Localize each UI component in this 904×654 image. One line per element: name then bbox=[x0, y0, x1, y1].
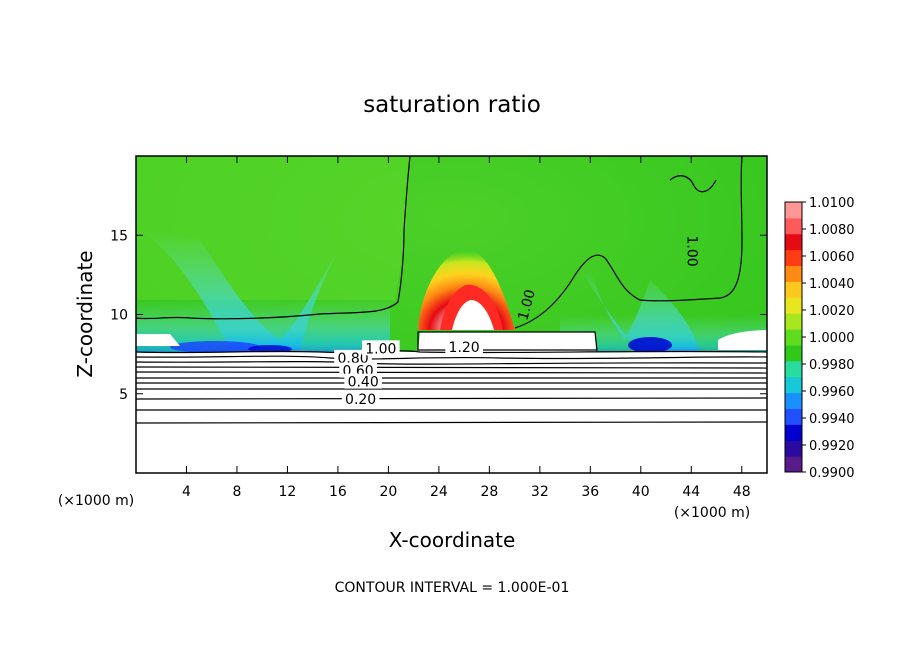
colorbar-band bbox=[785, 265, 802, 282]
heatmap-field bbox=[136, 156, 767, 473]
field-saturated-left bbox=[136, 334, 180, 346]
contour-label-bg bbox=[445, 338, 483, 354]
colorbar-label: 1.0000 bbox=[809, 331, 855, 346]
contour-line-level-d bbox=[136, 371, 767, 374]
colorbar-label: 0.9940 bbox=[809, 412, 855, 427]
contour-line-1p00-right bbox=[514, 156, 743, 329]
field-cloud-white-top bbox=[452, 300, 494, 330]
contour-line-level-h bbox=[136, 397, 767, 400]
contour-label: 0.20 bbox=[341, 391, 380, 408]
colorbar-band bbox=[785, 408, 802, 425]
y-axis-unit: (×1000 m) bbox=[58, 493, 134, 509]
x-axis-unit: (×1000 m) bbox=[674, 505, 750, 521]
colorbar: 1.0100 1.0080 1.0060 1.0040 1.0020 1.0000 0.99… bbox=[784, 196, 855, 481]
y-axis: 5 10 15 bbox=[110, 228, 767, 403]
x-axis: 4 8 12 16 20 24 28 32 36 40 44 48 bbox=[182, 156, 751, 500]
colorbar-band bbox=[785, 249, 802, 267]
colorbar-band bbox=[785, 297, 802, 314]
x-tick-label: 40 bbox=[632, 484, 650, 500]
contour-line-level-a bbox=[136, 355, 767, 360]
contour-label-text: 1.00 bbox=[683, 236, 699, 267]
contour-line-1p00-upper bbox=[669, 175, 717, 193]
colorbar-label: 0.9900 bbox=[809, 466, 855, 481]
field-upper-light-zone bbox=[136, 156, 410, 300]
contour-label: 1.00 bbox=[362, 340, 400, 357]
contour-label-text: 1.20 bbox=[449, 340, 480, 356]
field-blue-core-left bbox=[170, 341, 260, 353]
x-tick-label: 36 bbox=[581, 484, 599, 500]
x-tick-label: 44 bbox=[682, 484, 700, 500]
y-tick-label: 10 bbox=[110, 308, 128, 324]
contour-lines bbox=[136, 156, 767, 424]
x-tick-label: 48 bbox=[733, 484, 751, 500]
colorbar-band bbox=[785, 440, 802, 457]
contour-label-bg bbox=[344, 373, 382, 389]
chart-title: saturation ratio bbox=[363, 92, 541, 118]
y-axis-title: Z-coordinate bbox=[73, 250, 97, 377]
colorbar-label: 0.9980 bbox=[809, 358, 855, 373]
y-tick-label: 5 bbox=[119, 387, 128, 403]
x-tick-label: 20 bbox=[379, 484, 397, 500]
contour-label: 0.40 bbox=[344, 373, 382, 391]
colorbar-label: 1.0020 bbox=[809, 304, 855, 319]
x-tick-label: 8 bbox=[232, 484, 241, 500]
contour-line-level-j bbox=[136, 421, 767, 424]
field-cyan-band-left bbox=[136, 300, 390, 352]
contour-label: 1.20 bbox=[445, 338, 483, 356]
x-tick-label: 24 bbox=[430, 484, 448, 500]
colorbar-label: 1.0080 bbox=[809, 223, 855, 238]
colorbar-label: 1.0100 bbox=[809, 196, 855, 211]
contour-line-1p00-main bbox=[136, 156, 411, 320]
colorbar-band bbox=[785, 329, 802, 346]
contour-label-bg bbox=[341, 391, 380, 407]
contour-line-level-b bbox=[136, 361, 767, 365]
colorbar-band bbox=[785, 313, 802, 330]
field-cyan-band-right-low bbox=[560, 315, 767, 352]
colorbar-band bbox=[785, 217, 802, 235]
colorbar-label: 0.9960 bbox=[809, 385, 855, 400]
contour-label-text: 1.00 bbox=[515, 288, 539, 322]
x-axis-title: X-coordinate bbox=[389, 528, 516, 552]
colorbar-band bbox=[785, 344, 802, 362]
colorbar-band bbox=[785, 233, 802, 251]
contour-label-text: 0.40 bbox=[348, 375, 379, 391]
contour-interval-text: CONTOUR INTERVAL = 1.000E-01 bbox=[335, 580, 570, 596]
x-tick-label: 16 bbox=[329, 484, 347, 500]
colorbar-label: 1.0040 bbox=[809, 277, 855, 292]
x-tick-label: 32 bbox=[531, 484, 549, 500]
colorbar-label: 1.0060 bbox=[809, 250, 855, 265]
colorbar-band bbox=[785, 424, 802, 441]
contour-labels: 1.201.001.000.800.600.400.201.00 bbox=[334, 236, 699, 408]
field-blue-core-right bbox=[628, 337, 672, 353]
contour-label: 1.00 bbox=[683, 236, 699, 267]
field-saturated-layer bbox=[418, 332, 596, 352]
field-subsaturated-region bbox=[136, 352, 767, 473]
contour-line-level-c bbox=[136, 366, 767, 369]
x-tick-label: 28 bbox=[480, 484, 498, 500]
contour-label-text: 1.00 bbox=[365, 341, 396, 357]
field-saturated-right bbox=[718, 330, 767, 350]
colorbar-band bbox=[785, 360, 802, 378]
x-tick-label: 12 bbox=[279, 484, 297, 500]
x-tick-label: 4 bbox=[182, 484, 191, 500]
colorbar-label: 0.9920 bbox=[809, 439, 855, 454]
colorbar-band bbox=[785, 376, 802, 394]
y-tick-label: 15 bbox=[110, 228, 128, 244]
colorbar-band bbox=[785, 392, 802, 409]
colorbar-band bbox=[785, 202, 802, 219]
contour-label: 1.00 bbox=[515, 288, 539, 322]
contour-label-bg bbox=[362, 340, 400, 356]
contour-line-cloud-edge bbox=[417, 331, 598, 351]
contour-label-text: 0.20 bbox=[345, 392, 376, 408]
colorbar-band bbox=[785, 281, 802, 298]
colorbar-band bbox=[785, 456, 802, 473]
